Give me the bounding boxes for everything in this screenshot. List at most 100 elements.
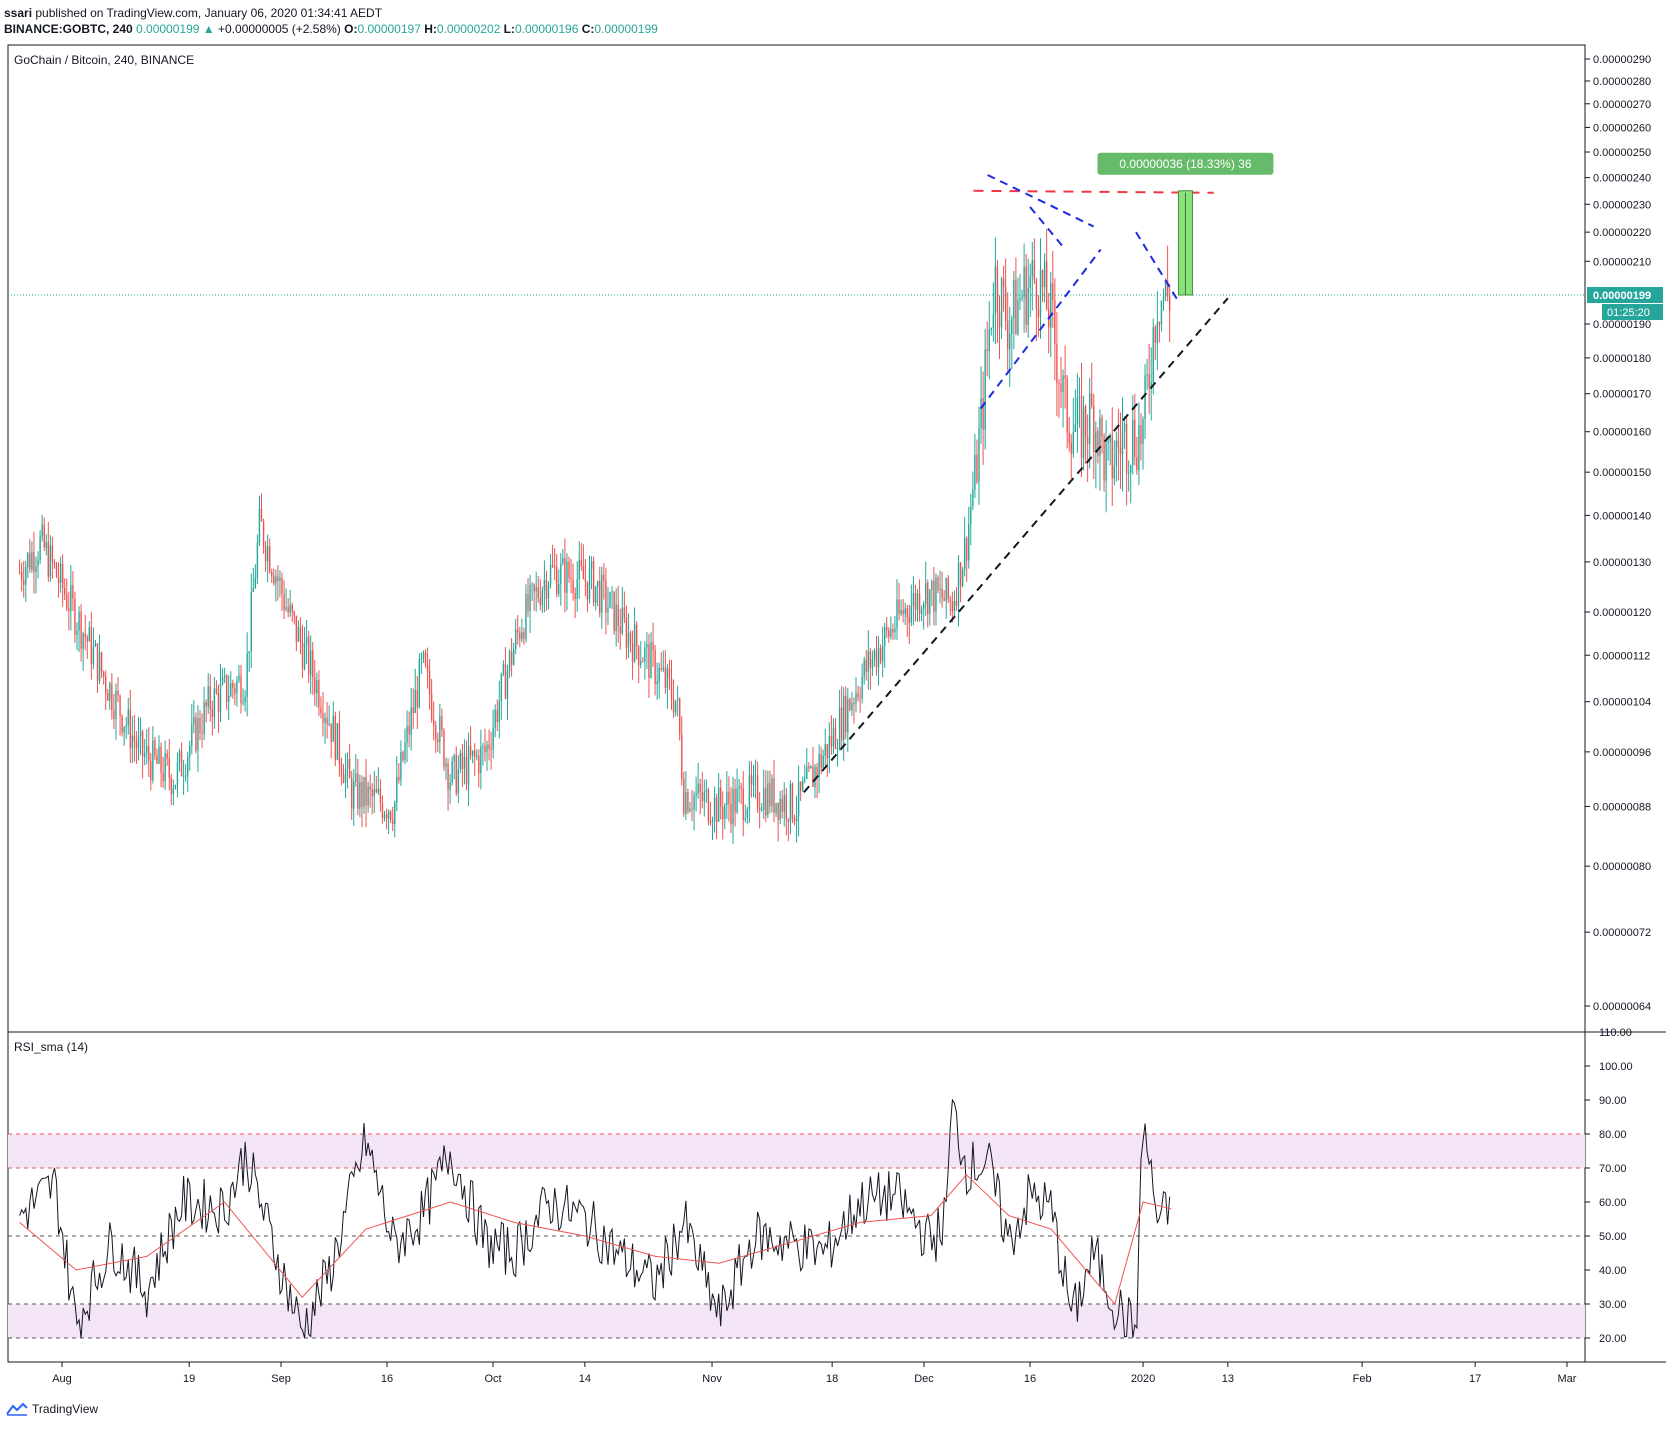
- candle-body: [129, 709, 132, 749]
- candle-body: [162, 772, 164, 782]
- candle-body: [853, 703, 855, 705]
- candle-body: [738, 786, 740, 789]
- candle-body: [1146, 374, 1148, 376]
- candle-body: [213, 688, 216, 718]
- candle-body: [510, 651, 513, 665]
- candle-body: [574, 593, 576, 600]
- candle-body: [279, 577, 281, 581]
- candle-body: [1132, 419, 1134, 465]
- candle-body: [66, 594, 68, 609]
- candle-body: [1107, 441, 1109, 444]
- candle-body: [64, 588, 66, 595]
- candle-body: [1070, 443, 1072, 454]
- candle-body: [1148, 374, 1150, 388]
- candle-body: [453, 755, 455, 762]
- candle-body: [570, 577, 572, 580]
- candle-body: [562, 558, 564, 564]
- author-name[interactable]: ssari: [4, 6, 33, 20]
- candle-body: [88, 627, 91, 642]
- candle-body: [150, 761, 152, 781]
- candle-body: [549, 565, 552, 585]
- candle-body: [750, 775, 753, 785]
- candle-body: [289, 604, 291, 613]
- pattern-trendline: [987, 174, 1095, 228]
- time-tick-label: 19: [183, 1373, 195, 1385]
- candle-body: [301, 642, 304, 669]
- candle-body: [197, 717, 199, 751]
- candle-body: [250, 591, 252, 652]
- candle-body: [1113, 465, 1116, 479]
- change-arrow-icon: ▲: [202, 22, 215, 36]
- candle-body: [590, 561, 593, 570]
- candle-body: [892, 628, 894, 633]
- candle-body: [693, 795, 695, 810]
- support-trendline: [803, 297, 1229, 793]
- price-pane-title: GoChain / Bitcoin, 240, BINANCE: [14, 53, 195, 67]
- candle-body: [535, 587, 537, 592]
- candle-body: [394, 802, 396, 824]
- candle-body: [836, 748, 839, 750]
- price-tick-label: 0.00000104: [1593, 697, 1651, 709]
- candle-body: [451, 761, 453, 783]
- candle-body: [187, 756, 189, 776]
- candle-body: [1011, 318, 1013, 334]
- candle-body: [1105, 443, 1107, 481]
- candle-body: [172, 788, 175, 795]
- price-tick-label: 0.00000190: [1593, 319, 1651, 331]
- candle-body: [371, 789, 373, 797]
- candle-body: [191, 724, 193, 746]
- candle-body: [396, 776, 398, 803]
- candle-body: [96, 643, 99, 682]
- candle-body: [156, 755, 158, 764]
- candle-body: [127, 709, 129, 726]
- candle-body: [184, 775, 187, 777]
- time-tick-label: 16: [381, 1373, 393, 1385]
- price-tick-label: 0.00000130: [1593, 557, 1651, 569]
- candle-body: [869, 651, 872, 668]
- candle-body: [666, 668, 669, 688]
- candle-body: [603, 574, 605, 581]
- candle-body: [43, 524, 45, 548]
- candle-body: [232, 682, 234, 689]
- candle-body: [482, 745, 484, 747]
- rsi-tick-label: 70.00: [1599, 1163, 1627, 1175]
- price-tick-label: 0.00000088: [1593, 801, 1651, 813]
- candle-body: [219, 683, 222, 713]
- rsi-tick-label: 110.00: [1599, 1027, 1632, 1039]
- candle-body: [78, 612, 80, 631]
- candle-body: [348, 758, 351, 779]
- candle-body: [484, 745, 486, 753]
- time-tick-label: Feb: [1353, 1373, 1372, 1385]
- candle-body: [937, 577, 939, 591]
- candle-body: [160, 746, 162, 773]
- candle-body: [592, 561, 595, 603]
- footer-brand[interactable]: TradingView: [6, 1402, 98, 1416]
- time-tick-label: 18: [826, 1373, 838, 1385]
- candle-body: [635, 624, 638, 647]
- candle-body: [146, 746, 148, 754]
- price-tick-label: 0.00000160: [1593, 427, 1651, 439]
- candle-body: [459, 752, 462, 770]
- candle-body: [418, 659, 421, 708]
- candle-body: [572, 579, 574, 594]
- candle-body: [896, 599, 898, 629]
- candle-body: [1060, 383, 1062, 392]
- price-pane[interactable]: 0.00000199 01:25:20 0.00000036 (18.33%) 36: [8, 152, 1663, 844]
- rsi-pane[interactable]: [8, 1098, 1585, 1339]
- candle-body: [761, 809, 763, 811]
- low-value: 0.00000196: [514, 22, 579, 36]
- candle-body: [201, 733, 203, 735]
- candle-body: [23, 580, 25, 585]
- candle-body: [1050, 283, 1052, 328]
- candle-body: [209, 686, 211, 710]
- candle-body: [1080, 396, 1083, 458]
- candle-body: [125, 725, 127, 727]
- candle-body: [1039, 270, 1042, 317]
- candle-body: [863, 659, 865, 677]
- candle-body: [392, 819, 394, 824]
- candle-body: [1086, 437, 1089, 444]
- price-tick-label: 0.00000280: [1593, 76, 1651, 88]
- candle-body: [1150, 382, 1152, 388]
- candle-body: [580, 559, 583, 566]
